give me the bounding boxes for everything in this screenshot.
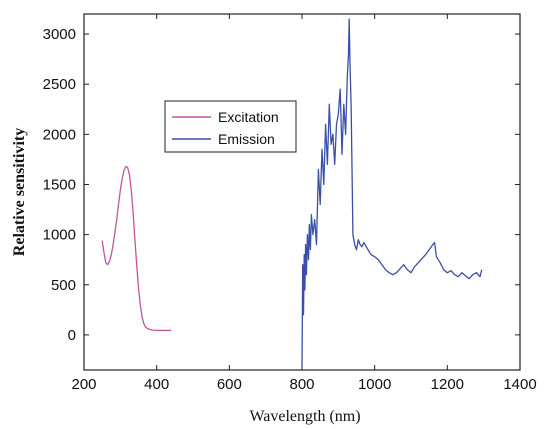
x-axis-title: Wavelength (nm) xyxy=(249,408,360,425)
series-line-excitation xyxy=(101,165,172,332)
y-tick-label: 0 xyxy=(68,327,76,344)
y-tick-label: 3000 xyxy=(43,26,76,43)
x-tick-label: 1400 xyxy=(503,376,536,393)
y-tick-label: 500 xyxy=(51,277,76,294)
legend-label-excitation: Excitation xyxy=(218,109,279,125)
y-tick-label: 1500 xyxy=(43,176,76,193)
legend-box xyxy=(164,100,297,153)
y-tick-label: 2000 xyxy=(43,126,76,143)
legend: Excitation Emission xyxy=(164,100,297,153)
x-axis-ticks: 200 400 600 800 1000 1200 1400 xyxy=(71,14,537,393)
x-tick-label: 1200 xyxy=(431,376,464,393)
x-tick-label: 600 xyxy=(217,376,242,393)
legend-label-emission: Emission xyxy=(218,131,275,147)
y-axis-ticks: 0 500 1000 1500 2000 2500 3000 xyxy=(43,26,520,344)
y-tick-label: 1000 xyxy=(43,227,76,244)
y-axis-title: Relative sensitivity xyxy=(11,128,28,256)
series-layer xyxy=(101,18,483,368)
y-tick-label: 2500 xyxy=(43,76,76,93)
x-tick-label: 200 xyxy=(71,376,96,393)
x-tick-label: 400 xyxy=(144,376,169,393)
x-tick-label: 1000 xyxy=(358,376,391,393)
x-tick-label: 800 xyxy=(289,376,314,393)
series-line-emission xyxy=(301,18,483,368)
